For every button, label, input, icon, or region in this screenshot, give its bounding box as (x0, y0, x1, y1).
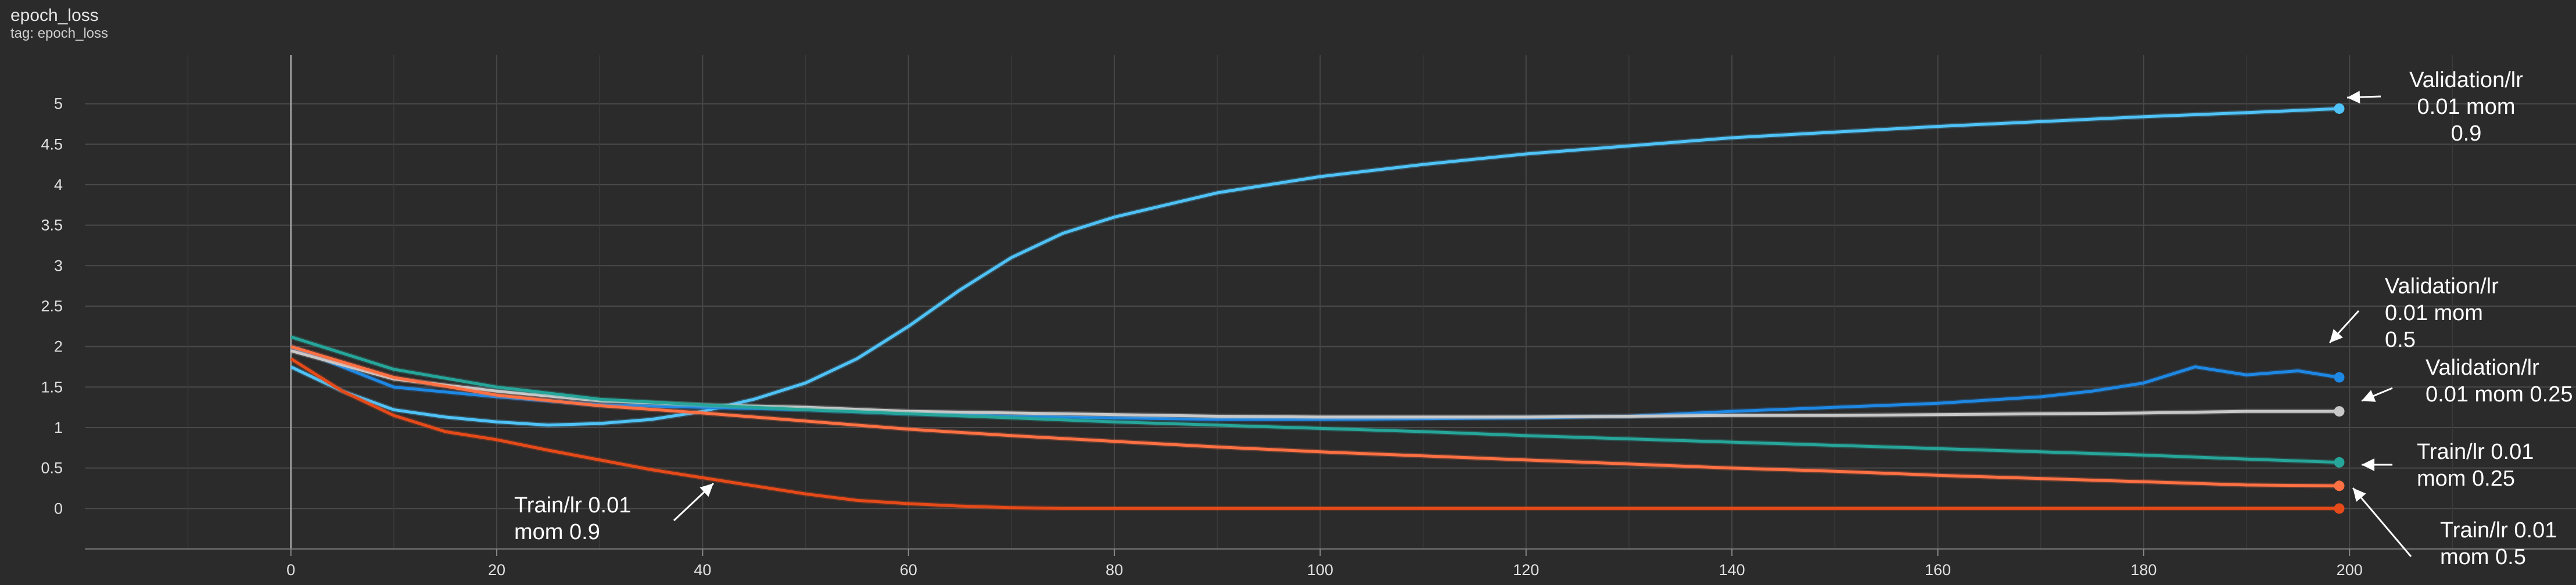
y-tick: 5 (54, 95, 63, 113)
y-tick-label: 3.5 (41, 217, 63, 234)
y-tick-label: 4.5 (41, 135, 63, 153)
series-endpoint-4[interactable] (2334, 480, 2345, 491)
annotation-text: 0.01 mom (2385, 301, 2483, 325)
annotations-group: Validation/lr0.01 mom0.9Validation/lr0.0… (514, 68, 2573, 569)
x-tick-label: 120 (1513, 561, 1539, 579)
series-line-3[interactable] (290, 335, 2340, 464)
y-tick: 4.5 (41, 135, 63, 153)
axes: 0 0.5 1 1.5 2 2.5 3 3.5 4 4.5 5 0 20 40 60 80 100 120 140 1… (41, 55, 2576, 579)
y-tick-label: 4 (54, 176, 63, 193)
series-line-5[interactable] (290, 357, 2340, 510)
x-tick: 160 (1925, 561, 1951, 579)
y-tick-label: 2.5 (41, 297, 63, 315)
annotation-arrowhead (2330, 329, 2343, 343)
annotation-arrowhead (2362, 458, 2374, 471)
series-shadow-1 (290, 344, 2340, 422)
annotation-arrowhead (2362, 390, 2376, 402)
x-tick: 20 (488, 561, 505, 579)
grid-lines (85, 55, 2576, 549)
annotation-text: 0.01 mom 0.25 (2426, 382, 2573, 407)
x-tick: 40 (694, 561, 711, 579)
series-line-4[interactable] (290, 345, 2340, 487)
series-endpoint-1[interactable] (2334, 372, 2345, 383)
x-tick: 0 (286, 561, 295, 579)
y-tick: 2 (54, 338, 63, 356)
y-tick: 3.5 (41, 217, 63, 234)
series-line-0[interactable] (290, 107, 2340, 427)
x-tick-label: 60 (900, 561, 917, 579)
series-group (289, 103, 2345, 514)
y-tick: 0 (54, 500, 63, 517)
x-tick-label: 180 (2130, 561, 2157, 579)
x-tick-label: 140 (1719, 561, 1745, 579)
x-tick: 200 (2337, 561, 2363, 579)
x-tick-label: 160 (1925, 561, 1951, 579)
series-shadow-5 (289, 356, 2340, 511)
y-tick-label: 5 (54, 95, 63, 113)
x-tick-label: 200 (2337, 561, 2363, 579)
y-tick-label: 2 (54, 338, 63, 356)
annotation-text: Validation/lr (2409, 68, 2523, 92)
annotation-text: 0.01 mom (2417, 95, 2516, 119)
annotation-text: Train/lr 0.01 (514, 493, 631, 518)
annotation-2: Validation/lr0.01 mom 0.25 (2361, 356, 2573, 407)
x-tick-label: 40 (694, 561, 711, 579)
y-tick-label: 0.5 (41, 460, 63, 477)
series-endpoint-2[interactable] (2334, 406, 2345, 417)
annotation-text: Train/lr 0.01 (2440, 518, 2557, 543)
y-tick: 2.5 (41, 297, 63, 315)
annotation-text: 0.5 (2385, 328, 2416, 352)
x-tick: 180 (2130, 561, 2157, 579)
x-tick-label: 20 (488, 561, 505, 579)
annotation-arrowhead (2353, 488, 2366, 502)
series-endpoint-5[interactable] (2334, 503, 2345, 514)
annotation-arrowhead (699, 483, 713, 497)
chart-title: epoch_loss (10, 6, 99, 25)
x-tick: 120 (1513, 561, 1539, 579)
annotation-arrowhead (2347, 91, 2360, 104)
annotation-1: Validation/lr0.01 mom 0.5 (2329, 274, 2499, 352)
y-tick: 1 (54, 419, 63, 436)
y-tick: 4 (54, 176, 63, 193)
y-tick: 1.5 (41, 378, 63, 396)
x-tick: 100 (1307, 561, 1333, 579)
y-tick: 3 (54, 257, 63, 274)
y-tick-label: 1 (54, 419, 63, 436)
annotation-text: Train/lr 0.01 (2417, 440, 2534, 464)
x-tick-label: 80 (1106, 561, 1123, 579)
series-line-1[interactable] (290, 345, 2340, 421)
x-tick: 80 (1106, 561, 1123, 579)
series-endpoint-3[interactable] (2334, 457, 2345, 468)
annotation-text: mom 0.9 (514, 520, 600, 544)
x-tick-label: 100 (1307, 561, 1333, 579)
x-tick-label: 0 (286, 561, 295, 579)
x-tick: 60 (900, 561, 917, 579)
annotation-text: mom 0.25 (2417, 466, 2515, 491)
annotation-text: 0.9 (2451, 121, 2482, 146)
x-tick: 140 (1719, 561, 1745, 579)
annotation-text: Validation/lr (2385, 274, 2499, 299)
annotation-text: mom 0.5 (2440, 545, 2526, 569)
chart-subtitle: tag: epoch_loss (10, 26, 109, 41)
y-tick: 0.5 (41, 460, 63, 477)
annotation-arrow (2352, 487, 2412, 557)
series-endpoint-0[interactable] (2334, 103, 2345, 114)
y-tick-label: 3 (54, 257, 63, 274)
series-shadow-0 (289, 106, 2340, 428)
y-tick-label: 1.5 (41, 378, 63, 396)
annotation-text: Validation/lr (2426, 356, 2539, 380)
y-tick-label: 0 (54, 500, 63, 517)
